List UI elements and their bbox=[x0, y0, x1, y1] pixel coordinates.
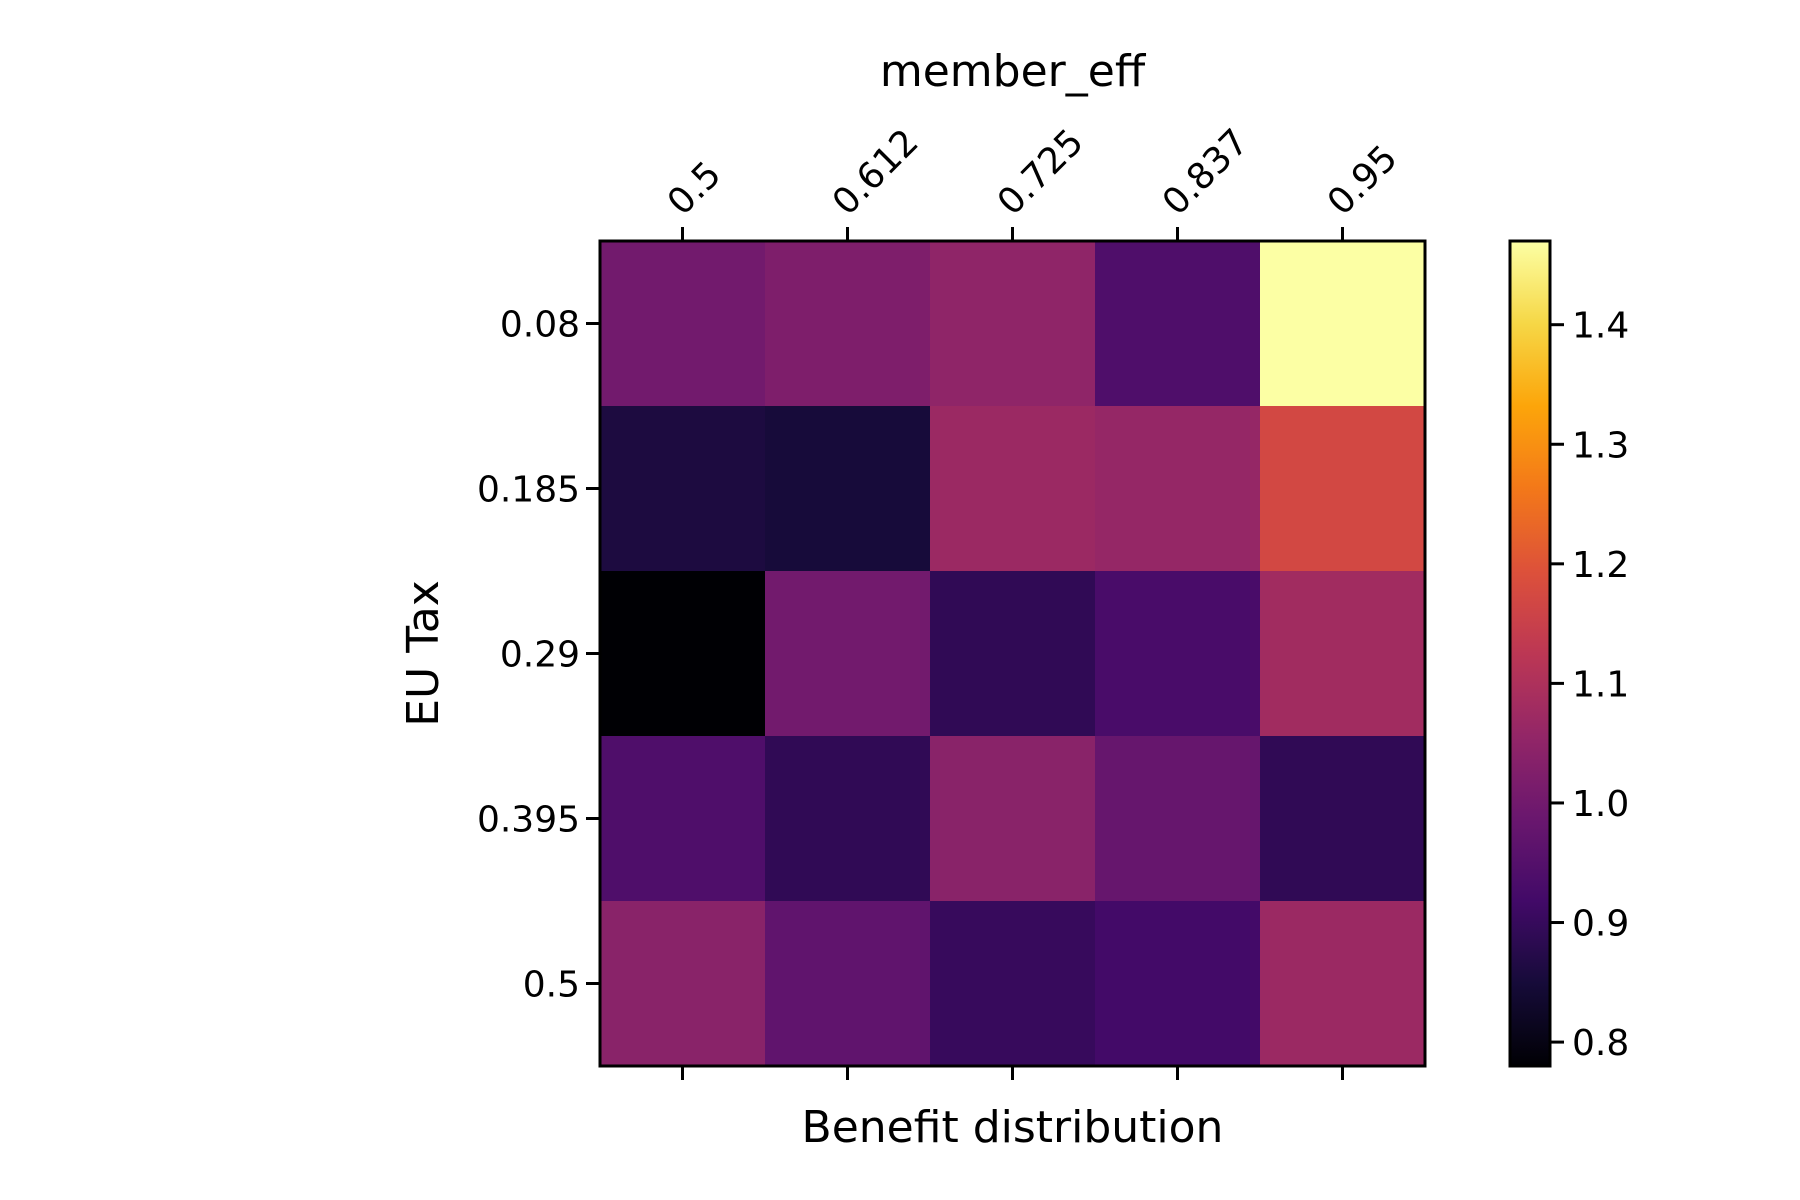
left-tick-label: 0.08 bbox=[500, 305, 580, 346]
heatmap-cell-r2-c0 bbox=[600, 571, 766, 737]
heatmap-cell-r0-c4 bbox=[1260, 241, 1426, 407]
top-tick-label: 0.725 bbox=[990, 121, 1092, 223]
colorbar-tick-label: 0.9 bbox=[1572, 904, 1629, 945]
heatmap-cell-r3-c4 bbox=[1260, 736, 1426, 902]
heatmap-cell-r2-c1 bbox=[765, 571, 931, 737]
left-tick-label: 0.185 bbox=[477, 470, 580, 511]
top-axis-title: member_eff bbox=[880, 46, 1147, 97]
colorbar-tick-label: 1.1 bbox=[1572, 664, 1629, 705]
heatmap-cell-r2-c3 bbox=[1095, 571, 1261, 737]
heatmap-cell-r0-c0 bbox=[600, 241, 766, 407]
heatmap-cell-r0-c3 bbox=[1095, 241, 1261, 407]
heatmap-cells bbox=[600, 241, 1426, 1067]
left-tick-label: 0.29 bbox=[500, 635, 580, 676]
heatmap-cell-r2-c2 bbox=[930, 571, 1096, 737]
colorbar-tick-label: 1.2 bbox=[1572, 545, 1629, 586]
heatmap-cell-r2-c4 bbox=[1260, 571, 1426, 737]
heatmap-cell-r0-c1 bbox=[765, 241, 931, 407]
colorbar bbox=[1508, 239, 1552, 1068]
top-tick-label: 0.95 bbox=[1320, 138, 1406, 224]
colorbar-tick-label: 1.0 bbox=[1572, 784, 1629, 825]
top-tick-label: 0.837 bbox=[1155, 121, 1257, 223]
heatmap-cell-r3-c3 bbox=[1095, 736, 1261, 902]
bottom-axis-ticks bbox=[681, 1066, 1344, 1080]
heatmap-cell-r1-c1 bbox=[765, 406, 931, 572]
heatmap-cell-r1-c2 bbox=[930, 406, 1096, 572]
top-tick-label: 0.5 bbox=[660, 154, 729, 223]
x-axis-title: Benefit distribution bbox=[802, 1102, 1224, 1153]
colorbar-ticks: 0.8 0.9 1.0 1.1 1.2 1.3 1.4 bbox=[1550, 306, 1629, 1064]
top-axis-ticks: 0.5 0.612 0.725 0.837 0.95 bbox=[660, 121, 1406, 241]
heatmap-cell-r1-c0 bbox=[600, 406, 766, 572]
left-axis-ticks: 0.08 0.185 0.29 0.395 0.5 bbox=[477, 305, 600, 1006]
heatmap-cell-r4-c2 bbox=[930, 901, 1096, 1067]
colorbar-tick-label: 1.3 bbox=[1572, 425, 1629, 466]
y-axis-title: EU Tax bbox=[398, 580, 449, 727]
heatmap-cell-r4-c0 bbox=[600, 901, 766, 1067]
heatmap-cell-r4-c4 bbox=[1260, 901, 1426, 1067]
top-tick-label: 0.612 bbox=[825, 121, 927, 223]
left-tick-label: 0.5 bbox=[523, 965, 580, 1006]
heatmap-cell-r4-c1 bbox=[765, 901, 931, 1067]
colorbar-tick-label: 1.4 bbox=[1572, 306, 1629, 347]
heatmap-cell-r3-c2 bbox=[930, 736, 1096, 902]
colorbar-tick-label: 0.8 bbox=[1572, 1023, 1629, 1064]
heatmap-cell-r3-c0 bbox=[600, 736, 766, 902]
heatmap-cell-r0-c2 bbox=[930, 241, 1096, 407]
heatmap-cell-r1-c4 bbox=[1260, 406, 1426, 572]
heatmap-cell-r4-c3 bbox=[1095, 901, 1261, 1067]
heatmap-cell-r1-c3 bbox=[1095, 406, 1261, 572]
heatmap-cell-r3-c1 bbox=[765, 736, 931, 902]
left-tick-label: 0.395 bbox=[477, 800, 580, 841]
